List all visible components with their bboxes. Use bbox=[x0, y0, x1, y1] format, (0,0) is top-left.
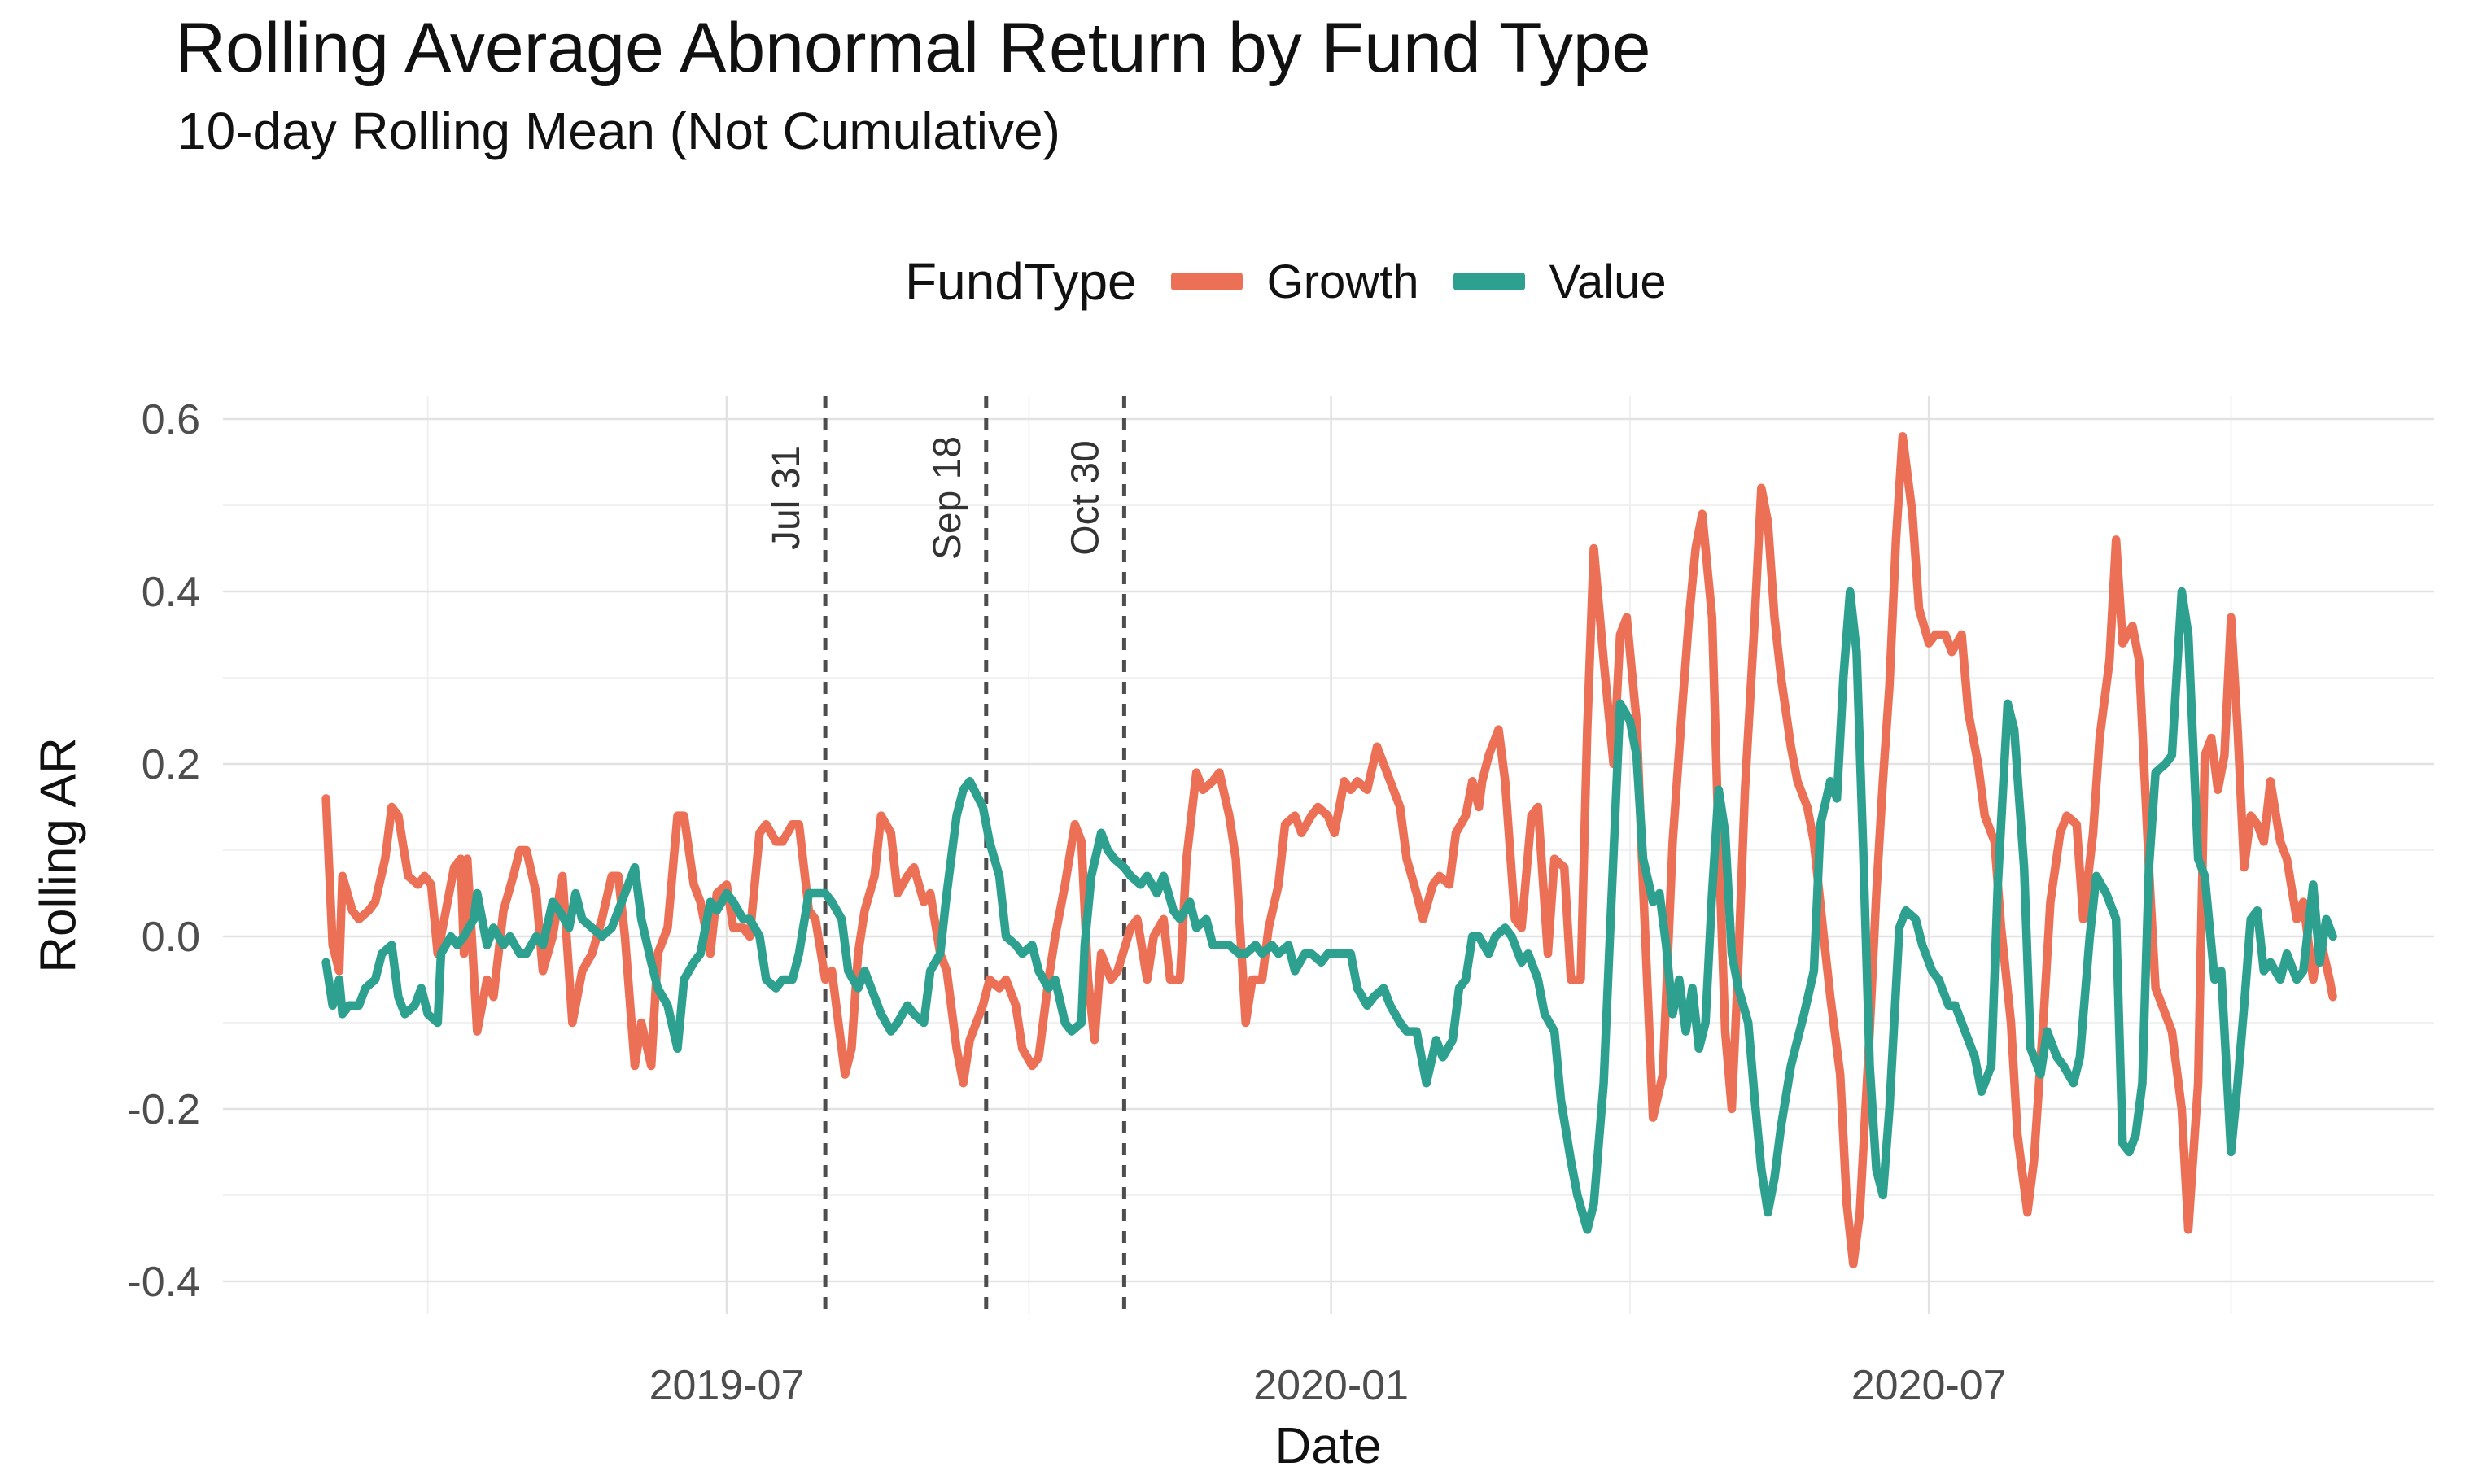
legend-item-growth: Growth bbox=[1170, 255, 1419, 309]
chart-subtitle: 10-day Rolling Mean (Not Cumulative) bbox=[177, 102, 1060, 160]
series-line-growth bbox=[321, 431, 2337, 1269]
legend-label-value: Value bbox=[1549, 255, 1667, 308]
y-tick-label: -0.4 bbox=[127, 1259, 200, 1306]
x-tick-label: 2020-07 bbox=[1851, 1362, 2007, 1409]
y-tick-label: 0.2 bbox=[142, 741, 200, 788]
x-axis-title: Date bbox=[1274, 1418, 1382, 1474]
x-tick-label: 2019-07 bbox=[649, 1362, 805, 1409]
legend-item-value: Value bbox=[1453, 255, 1667, 309]
legend-title: FundType bbox=[905, 252, 1137, 311]
chart-title: Rolling Average Abnormal Return by Fund … bbox=[175, 9, 1651, 87]
growth-line-swatch-icon bbox=[1170, 273, 1243, 290]
event-label-sep-18: Sep 18 bbox=[926, 436, 969, 560]
event-label-jul-31: Jul 31 bbox=[765, 446, 808, 550]
y-tick-label: 0.6 bbox=[142, 396, 200, 443]
value-line-swatch-icon bbox=[1453, 273, 1525, 290]
y-tick-label: 0.4 bbox=[142, 569, 200, 616]
event-label-oct-30: Oct 30 bbox=[1064, 440, 1107, 555]
y-tick-label: -0.2 bbox=[127, 1086, 200, 1133]
x-tick-label: 2020-01 bbox=[1253, 1362, 1409, 1409]
y-tick-label: 0.0 bbox=[142, 914, 200, 961]
series-line-value bbox=[321, 587, 2337, 1234]
legend: FundType Growth Value bbox=[905, 251, 1667, 312]
legend-label-growth: Growth bbox=[1266, 255, 1419, 308]
